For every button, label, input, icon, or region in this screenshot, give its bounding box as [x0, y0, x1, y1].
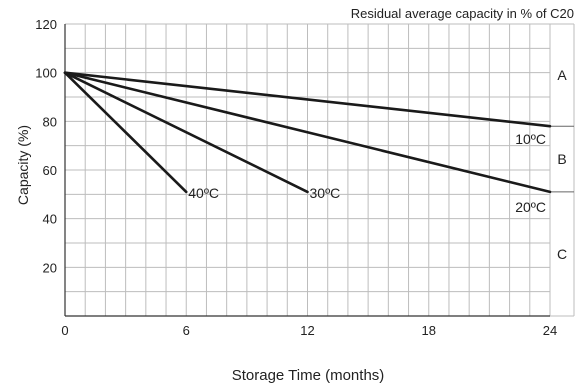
series-line: [63, 71, 188, 194]
x-tick-label: 12: [300, 323, 314, 338]
chart-labels: 20 40 60 80 100 120 0 6 12 18 24: [35, 17, 557, 338]
x-tick-label: 24: [543, 323, 557, 338]
y-axis-label: Capacity (%): [15, 125, 31, 205]
y-tick-label: 100: [35, 66, 57, 81]
series-label: 30ºC: [310, 185, 341, 201]
y-tick-label: 120: [35, 17, 57, 32]
x-axis-label: Storage Time (months): [232, 367, 385, 384]
x-tick-label: 6: [183, 323, 190, 338]
y-tick-label: 20: [43, 260, 57, 275]
y-tick-label: 60: [43, 163, 57, 178]
zone-label-b: B: [557, 151, 566, 167]
series-label: 20ºC: [515, 199, 546, 215]
grid-lines: [64, 23, 575, 317]
series-label: 10ºC: [515, 131, 546, 147]
series-line: [63, 71, 309, 194]
series-line: [63, 71, 552, 128]
y-tick-label: 80: [43, 114, 57, 129]
zone-label-a: A: [557, 67, 567, 83]
x-tick-label: 18: [422, 323, 436, 338]
chart-annotation: Residual average capacity in % of C20: [351, 6, 574, 21]
series-lines: 40ºC 30ºC 20ºC 10ºC: [63, 71, 552, 215]
y-tick-label: 40: [43, 212, 57, 227]
series-line: [63, 71, 552, 194]
zone-label-c: C: [557, 246, 567, 262]
x-tick-label: 0: [61, 323, 68, 338]
series-label: 40ºC: [188, 185, 219, 201]
zone-dividers: A B C: [550, 67, 574, 262]
